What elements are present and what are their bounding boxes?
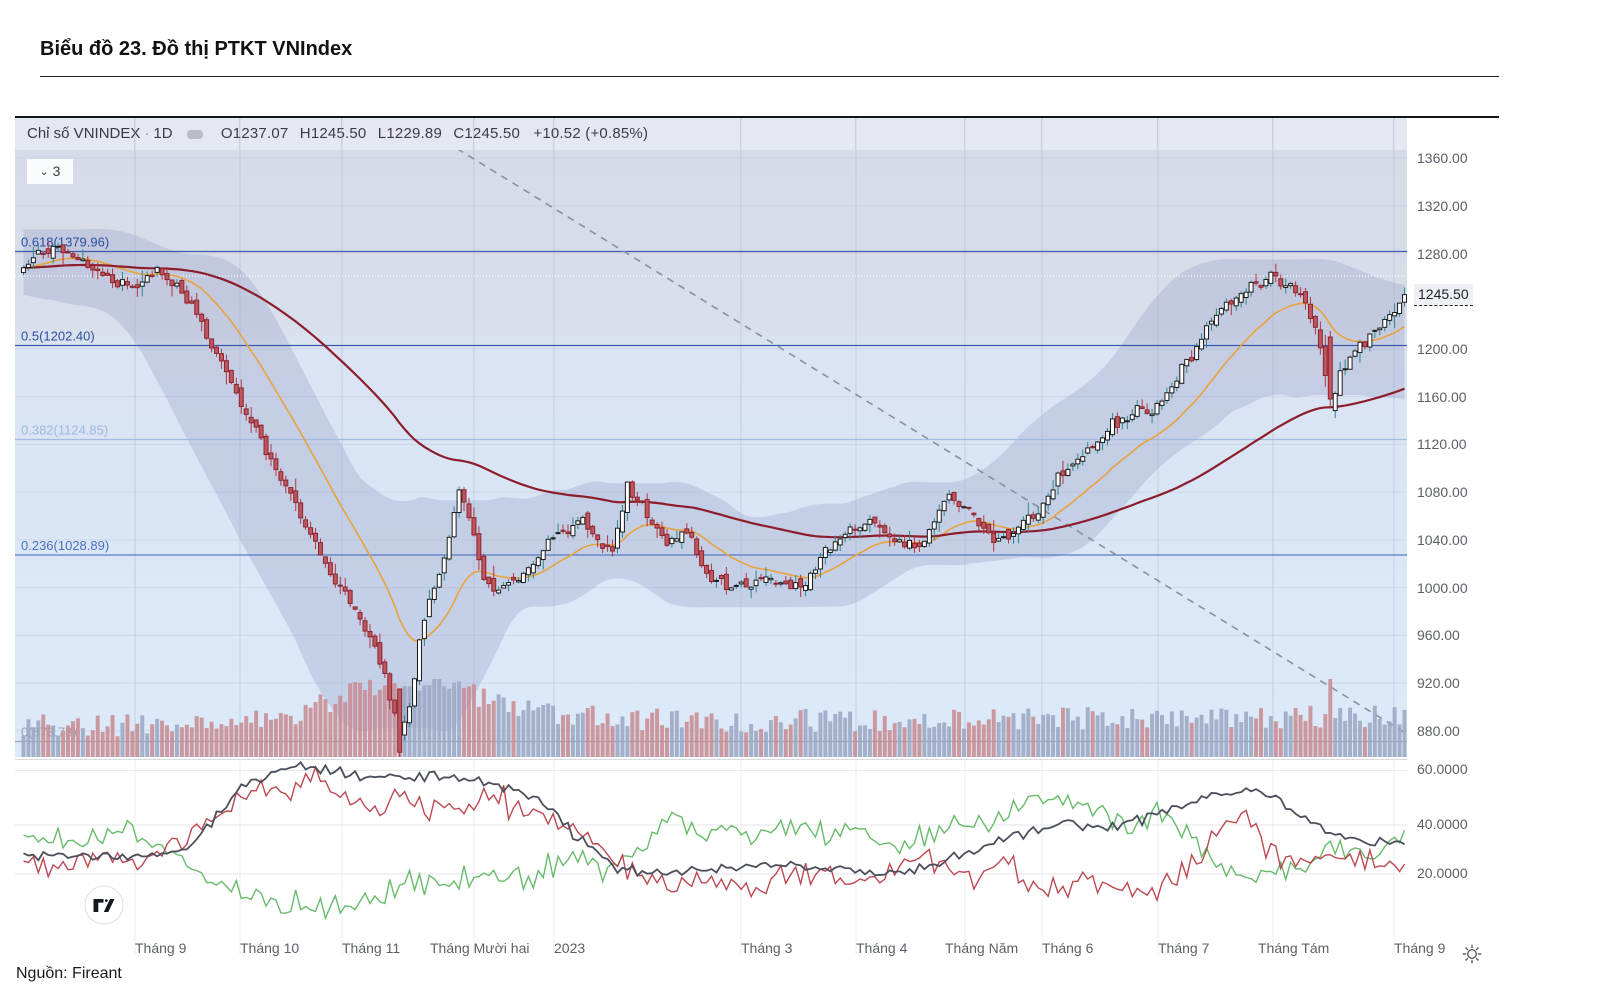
svg-text:0.236(1028.89): 0.236(1028.89)	[21, 538, 109, 553]
svg-text:0.382(1124.85): 0.382(1124.85)	[21, 423, 108, 438]
svg-text:0.5(1202.40): 0.5(1202.40)	[21, 329, 95, 344]
